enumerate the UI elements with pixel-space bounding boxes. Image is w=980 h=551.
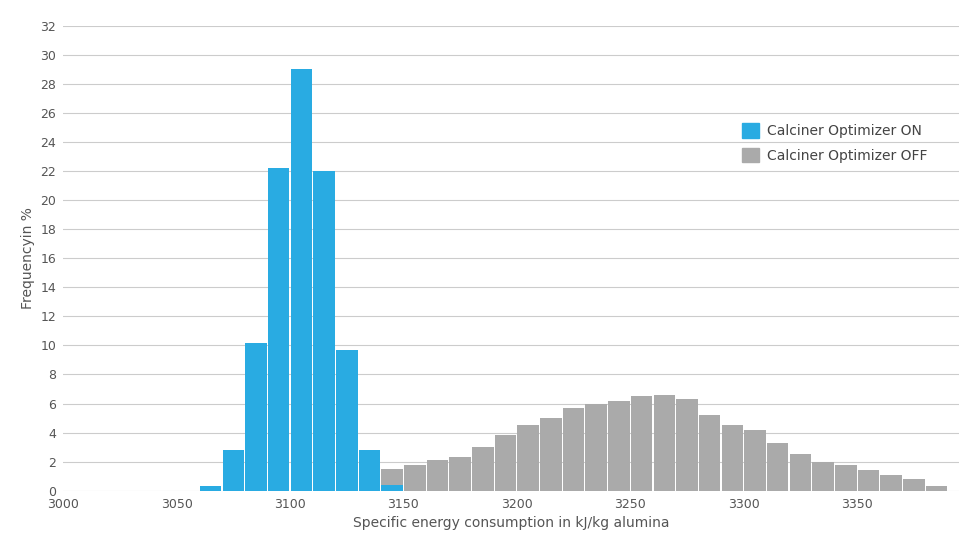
Bar	[268, 478, 289, 491]
Bar	[359, 450, 380, 491]
Bar	[767, 443, 789, 491]
Bar	[858, 471, 879, 491]
Bar	[268, 168, 289, 491]
Bar	[812, 462, 834, 491]
Bar	[903, 479, 924, 491]
Bar	[245, 479, 267, 491]
Bar	[404, 464, 425, 491]
Bar	[721, 425, 743, 491]
Bar	[880, 475, 902, 491]
Bar	[517, 425, 539, 491]
Bar	[426, 460, 448, 491]
X-axis label: Specific energy consumption in kJ/kg alumina: Specific energy consumption in kJ/kg alu…	[353, 516, 669, 530]
Bar	[381, 469, 403, 491]
Bar	[676, 399, 698, 491]
Bar	[540, 418, 562, 491]
Bar	[744, 430, 765, 491]
Bar	[926, 487, 948, 491]
Bar	[654, 395, 675, 491]
Bar	[563, 408, 584, 491]
Bar	[699, 415, 720, 491]
Bar	[450, 457, 471, 491]
Bar	[200, 487, 221, 491]
Bar	[585, 403, 607, 491]
Bar	[291, 478, 313, 491]
Bar	[609, 401, 630, 491]
Legend: Calciner Optimizer ON, Calciner Optimizer OFF: Calciner Optimizer ON, Calciner Optimize…	[735, 116, 934, 170]
Bar	[472, 447, 494, 491]
Bar	[631, 396, 653, 491]
Bar	[245, 343, 267, 491]
Bar	[291, 69, 313, 491]
Bar	[314, 482, 335, 491]
Bar	[314, 171, 335, 491]
Bar	[495, 435, 516, 491]
Bar	[222, 483, 244, 491]
Bar	[359, 472, 380, 491]
Bar	[200, 487, 221, 491]
Bar	[790, 455, 811, 491]
Bar	[835, 464, 857, 491]
Bar	[222, 450, 244, 491]
Bar	[336, 350, 358, 491]
Y-axis label: Frequencyin %: Frequencyin %	[21, 207, 35, 309]
Bar	[336, 485, 358, 491]
Bar	[381, 485, 403, 491]
